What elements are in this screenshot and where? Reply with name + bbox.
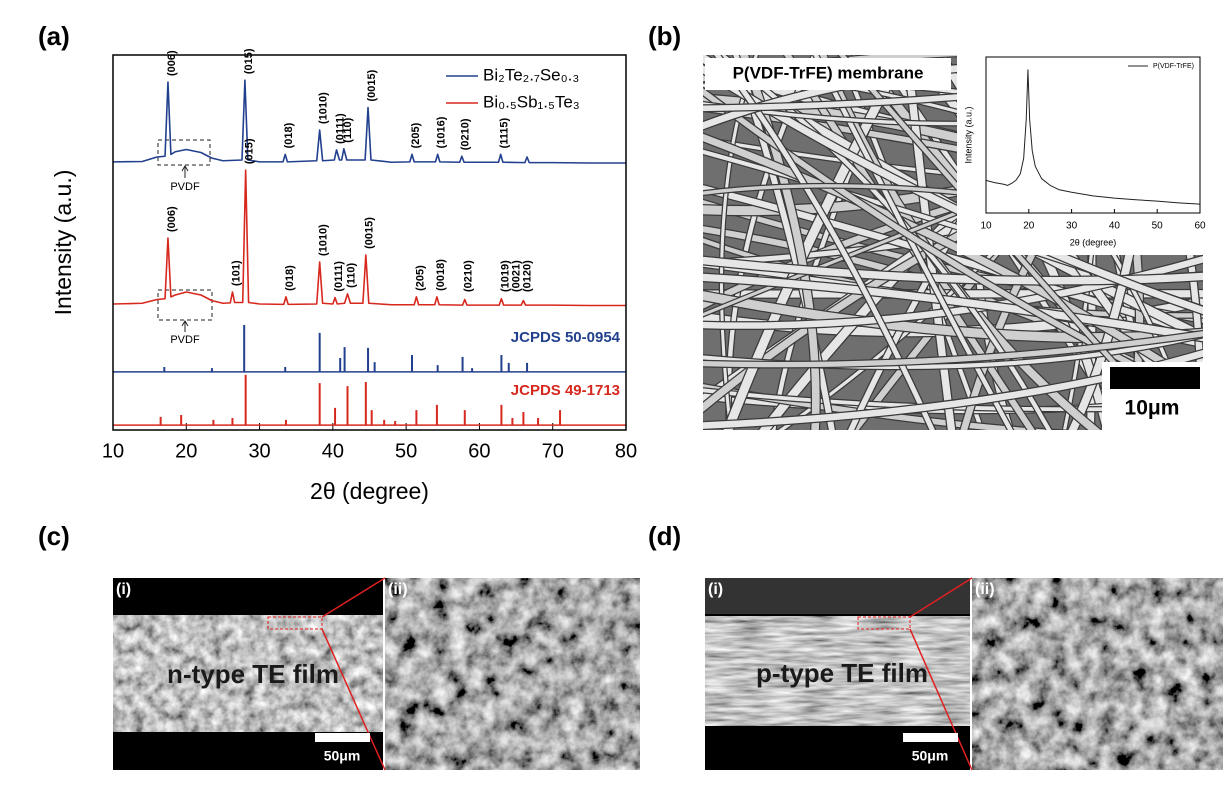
peak-label: (0111) bbox=[333, 261, 345, 292]
reference-label: JCPDS 50-0954 bbox=[511, 329, 621, 346]
scale-bar bbox=[1110, 367, 1200, 389]
peak-label: (018) bbox=[284, 265, 296, 291]
film-caption: p-type TE film bbox=[756, 658, 928, 688]
peak-label: (0210) bbox=[463, 260, 475, 292]
legend-label: P(VDF-TrFE) bbox=[1153, 63, 1194, 70]
legend-label: Bi₀.₅Sb₁.₅Te₃ bbox=[483, 92, 580, 111]
fiber bbox=[703, 273, 1203, 342]
hump-arrow bbox=[181, 320, 189, 332]
scale-label: 50μm bbox=[912, 748, 949, 764]
plot-frame bbox=[985, 56, 1201, 214]
series-line bbox=[985, 69, 1201, 205]
peak-label: (0111) bbox=[334, 113, 346, 144]
x-tick-label: 10 bbox=[102, 440, 124, 462]
peak-label: (1010) bbox=[318, 224, 330, 256]
peak-label: (0015) bbox=[366, 69, 378, 101]
peak-label: (006) bbox=[166, 206, 178, 232]
plot-frame bbox=[112, 54, 627, 431]
panel-label: (c) bbox=[38, 521, 70, 551]
peak-label: (1115) bbox=[499, 117, 511, 148]
inset-background bbox=[957, 55, 1210, 255]
peak-label: (1019) bbox=[499, 260, 511, 292]
scale-bar bbox=[903, 733, 958, 742]
peak-label: (0021) bbox=[510, 260, 522, 292]
zoom-line bbox=[909, 628, 973, 771]
x-tick-label: 30 bbox=[248, 440, 270, 462]
x-axis-label: 2θ (degree) bbox=[1070, 237, 1117, 247]
x-tick-label: 10 bbox=[980, 221, 992, 232]
fiber bbox=[703, 256, 1203, 285]
peak-label: (1010) bbox=[318, 92, 330, 124]
fiber bbox=[703, 331, 1203, 368]
legend-label: Bi₂Te₂.₇Se₀.₃ bbox=[483, 65, 579, 84]
zoom-line bbox=[909, 577, 973, 618]
sem-zoom bbox=[972, 578, 1223, 770]
zoom-line bbox=[321, 577, 386, 618]
hump-label: PVDF bbox=[170, 181, 200, 193]
sub-label: (ii) bbox=[388, 581, 408, 598]
x-tick-label: 50 bbox=[1152, 221, 1164, 232]
sem-film-p: (i) (ii) p-type TE film 50μm bbox=[705, 577, 1223, 771]
fiber bbox=[703, 133, 1203, 393]
peak-label: (015) bbox=[243, 48, 255, 74]
hump-arrow bbox=[181, 165, 189, 178]
zoom-box bbox=[267, 616, 323, 630]
x-tick-label: 50 bbox=[395, 440, 417, 462]
x-tick-label: 80 bbox=[615, 440, 637, 462]
sem-film-n: (i) (ii) n-type TE film 50μm bbox=[113, 577, 640, 771]
image-caption: P(VDF-TrFE) membrane bbox=[733, 63, 924, 82]
caption-box bbox=[705, 58, 951, 90]
x-tick-label: 20 bbox=[1023, 221, 1035, 232]
film-cross-section bbox=[113, 615, 383, 732]
film-cross-section bbox=[705, 616, 970, 726]
x-tick-label: 40 bbox=[1109, 221, 1121, 232]
zoom-line bbox=[321, 628, 386, 771]
sub-label: (i) bbox=[116, 581, 131, 598]
sem-top bbox=[705, 578, 970, 614]
zoom-box bbox=[857, 616, 911, 630]
peak-label: (0210) bbox=[460, 118, 472, 150]
peak-label: (0015) bbox=[364, 217, 376, 249]
hump-box bbox=[157, 139, 211, 166]
reference-label: JCPDS 49-1713 bbox=[511, 382, 620, 399]
x-axis-label: 2θ (degree) bbox=[310, 478, 429, 504]
peak-label: (0120) bbox=[521, 260, 533, 292]
peak-label: (110) bbox=[342, 117, 354, 142]
x-tick-label: 60 bbox=[468, 440, 490, 462]
peak-label: (205) bbox=[410, 122, 422, 148]
sem-zoom bbox=[385, 578, 640, 770]
scale-bar bbox=[315, 733, 370, 742]
y-axis-label: Intensity (a.u.) bbox=[50, 170, 76, 316]
scale-label: 10μm bbox=[1125, 397, 1180, 420]
y-axis-label: Intensity (a.u.) bbox=[963, 106, 973, 163]
panel-label: (a) bbox=[38, 21, 70, 51]
panel-label: (b) bbox=[648, 21, 681, 51]
film-caption: n-type TE film bbox=[167, 659, 339, 689]
peak-label: (205) bbox=[414, 265, 426, 291]
x-tick-label: 30 bbox=[1066, 221, 1078, 232]
peak-label: (018) bbox=[283, 122, 295, 148]
peak-label: (1016) bbox=[436, 116, 448, 148]
x-tick-label: 40 bbox=[322, 440, 344, 462]
peak-label: (0018) bbox=[435, 259, 447, 291]
x-tick-label: 20 bbox=[175, 440, 197, 462]
hump-label: PVDF bbox=[170, 334, 200, 346]
panel-label: (d) bbox=[648, 521, 681, 551]
sub-label: (ii) bbox=[975, 581, 995, 598]
peak-label: (101) bbox=[230, 260, 242, 286]
scale-label: 50μm bbox=[324, 748, 361, 764]
peak-label: (015) bbox=[244, 138, 256, 164]
x-tick-label: 70 bbox=[542, 440, 564, 462]
hump-box bbox=[157, 289, 213, 321]
x-tick-label: 60 bbox=[1194, 221, 1206, 232]
peak-label: (110) bbox=[345, 262, 357, 287]
peak-label: (006) bbox=[166, 50, 178, 76]
series-line bbox=[112, 79, 626, 164]
series-line bbox=[112, 169, 626, 307]
sub-label: (i) bbox=[708, 581, 723, 598]
